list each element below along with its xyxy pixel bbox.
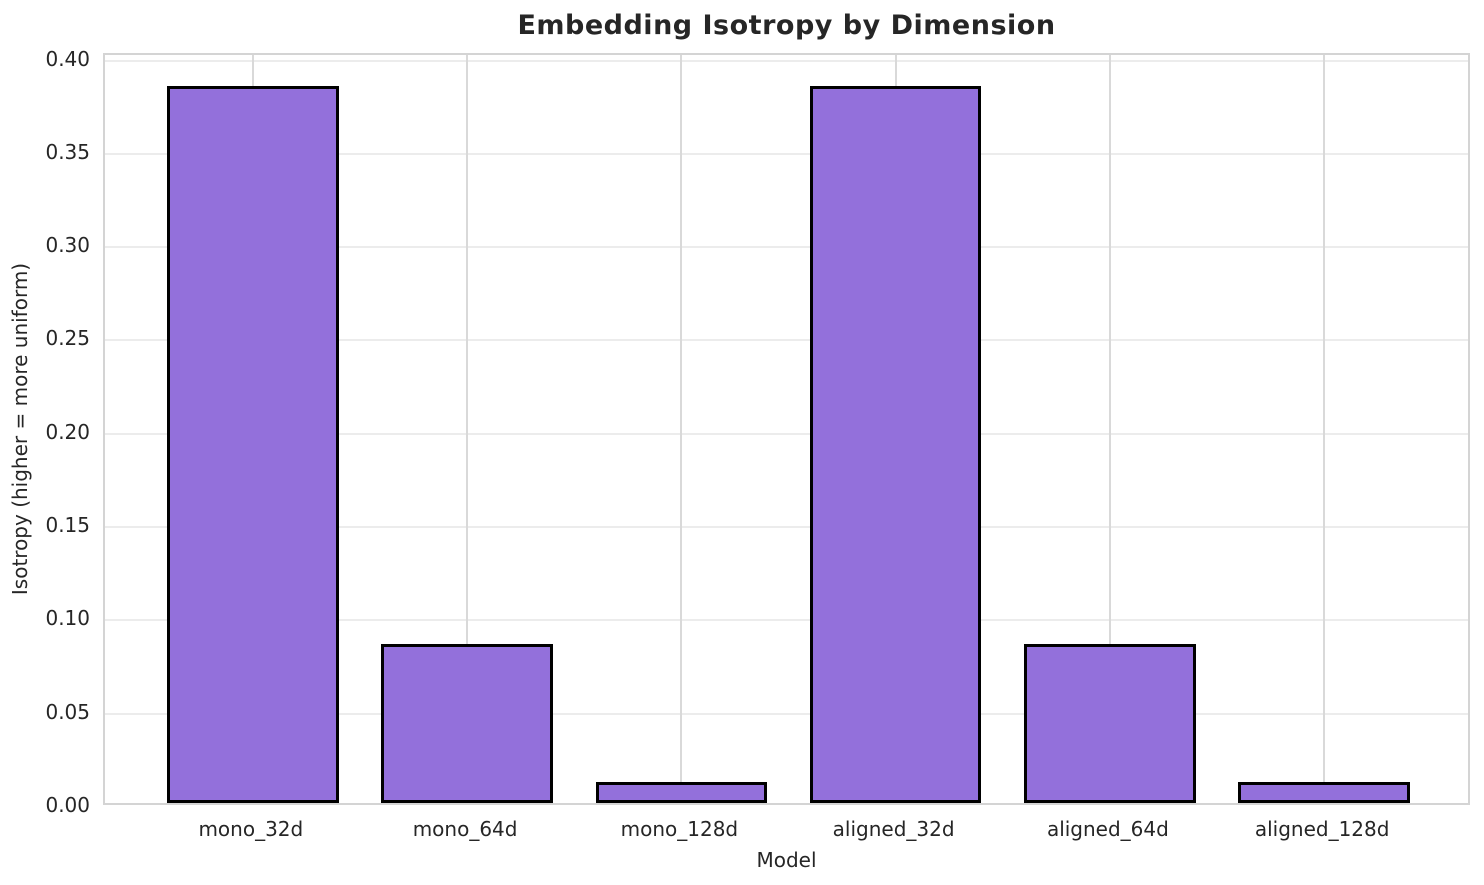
x-tick-label-mono_128d: mono_128d bbox=[620, 817, 739, 841]
x-tick-label-mono_64d: mono_64d bbox=[412, 817, 518, 841]
x-axis-label: Model bbox=[756, 848, 817, 872]
y-tick-label: 0.15 bbox=[45, 513, 90, 538]
h-gridline bbox=[105, 712, 1468, 715]
y-tick-label: 0.40 bbox=[45, 46, 90, 71]
bar-mono_128d bbox=[595, 782, 768, 803]
plot-area bbox=[103, 53, 1470, 805]
x-tick-label-aligned_32d: aligned_32d bbox=[832, 817, 955, 841]
bar-aligned_128d bbox=[1238, 782, 1410, 803]
y-tick-label: 0.00 bbox=[45, 793, 90, 817]
y-tick-label: 0.30 bbox=[45, 233, 90, 258]
h-gridline bbox=[105, 339, 1468, 342]
chart-title: Embedding Isotropy by Dimension bbox=[517, 10, 1056, 41]
x-tick-label-aligned_128d: aligned_128d bbox=[1254, 817, 1390, 841]
bar-aligned_32d bbox=[809, 86, 982, 803]
y-tick-label: 0.10 bbox=[45, 606, 90, 631]
x-tick-label-aligned_64d: aligned_64d bbox=[1046, 817, 1169, 841]
y-tick-label: 0.25 bbox=[45, 326, 90, 351]
bar-mono_32d bbox=[167, 86, 339, 803]
v-gridline bbox=[466, 55, 469, 803]
x-tick-label-mono_32d: mono_32d bbox=[198, 817, 304, 841]
y-tick-label: 0.05 bbox=[45, 699, 90, 724]
y-tick-label: 0.35 bbox=[45, 139, 90, 164]
v-gridline bbox=[680, 55, 683, 803]
h-gridline bbox=[105, 526, 1468, 529]
h-gridline bbox=[105, 432, 1468, 435]
v-gridline bbox=[1108, 55, 1111, 803]
h-gridline bbox=[105, 246, 1468, 249]
bar-aligned_64d bbox=[1024, 644, 1196, 803]
v-gridline bbox=[1323, 55, 1326, 803]
h-gridline bbox=[105, 59, 1468, 62]
h-gridline bbox=[105, 152, 1468, 155]
h-gridline bbox=[105, 619, 1468, 622]
y-tick-label: 0.20 bbox=[45, 419, 90, 444]
bar-mono_64d bbox=[381, 644, 553, 803]
